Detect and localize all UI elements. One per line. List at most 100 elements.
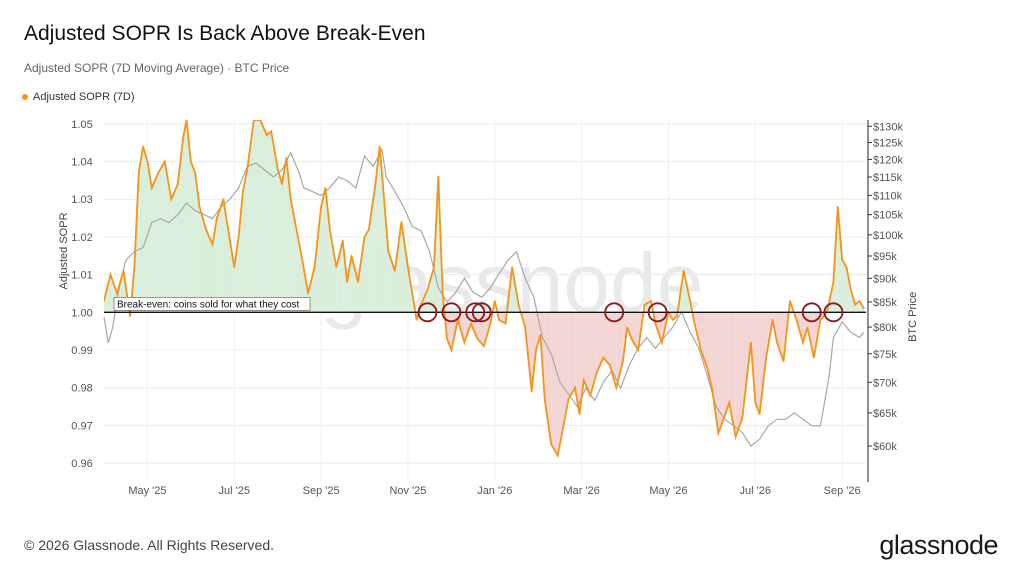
profit-area [199, 206, 207, 313]
sopr-point [643, 303, 646, 306]
right-tick-label: $105k [873, 210, 903, 222]
sopr-point [524, 326, 526, 329]
profit-area [401, 221, 408, 313]
left-tick-label: 1.05 [71, 119, 92, 131]
sopr-point [682, 270, 685, 272]
sopr-point [300, 254, 303, 257]
sopr-point [567, 398, 570, 400]
x-tick-label: Jan '26 [477, 485, 512, 497]
sopr-point [530, 390, 533, 393]
btc-price-series [103, 147, 865, 447]
right-tick-label: $90k [873, 273, 897, 285]
sopr-point [630, 337, 633, 340]
loss-area [531, 312, 537, 392]
sopr-point [758, 413, 761, 415]
sopr-point [363, 236, 366, 238]
right-tick-label: $120k [873, 154, 903, 166]
sopr-point [535, 349, 537, 351]
left-tick-label: 0.96 [71, 458, 92, 470]
loss-area [627, 312, 632, 339]
sopr-point [845, 266, 848, 268]
sopr-point [858, 300, 861, 302]
sopr-point [328, 228, 331, 231]
x-tick-label: Nov '25 [389, 485, 426, 497]
profit-area [186, 120, 191, 313]
sopr-point [437, 175, 440, 178]
sopr-point [671, 319, 674, 321]
loss-area [755, 312, 760, 415]
sopr-point [426, 288, 429, 291]
sopr-point [324, 187, 327, 189]
x-tick-label: May '25 [128, 485, 166, 497]
loss-area [701, 312, 708, 369]
crossing-marker [647, 302, 668, 323]
sopr-point [211, 243, 214, 246]
break-even-label: Break-even: coins sold for what they cos… [117, 299, 300, 310]
sopr-chart: glassnode Break-even: coins sold for wha… [58, 119, 919, 497]
profit-area [855, 301, 860, 313]
right-tick-label: $75k [873, 349, 897, 361]
crossing-markers [417, 302, 844, 323]
loss-area [711, 312, 719, 433]
sopr-point [596, 371, 598, 374]
crossing-marker [604, 302, 625, 323]
sopr-point [150, 187, 153, 189]
sopr-point [335, 266, 338, 268]
sopr-point [765, 356, 767, 359]
profit-area [321, 187, 326, 313]
sopr-point [307, 292, 309, 295]
sopr-point [378, 145, 381, 148]
sopr-point [374, 183, 377, 185]
loss-area [603, 312, 610, 366]
sopr-point [198, 205, 201, 208]
sopr-point [863, 307, 865, 310]
sopr-point [387, 251, 390, 253]
profit-area [234, 236, 239, 313]
legend: Adjusted SOPR (7D) [22, 91, 134, 103]
loss-area [557, 312, 563, 456]
sopr-point [281, 183, 283, 185]
right-tick-label: $130k [873, 121, 903, 133]
sopr-point [182, 138, 184, 140]
x-tick-label: Jul '25 [219, 485, 250, 497]
right-tick-label: $115k [873, 172, 903, 184]
profit-area [260, 120, 267, 313]
profit-area [147, 161, 152, 313]
sopr-point [782, 360, 785, 363]
sopr-point [289, 198, 292, 200]
sopr-point [133, 266, 136, 268]
sopr-point [350, 254, 353, 257]
sopr-point [237, 236, 240, 238]
sopr-point [637, 349, 639, 351]
sopr-point [511, 266, 513, 268]
sopr-point [711, 386, 713, 389]
sopr-point [654, 322, 657, 325]
right-tick-label: $70k [873, 377, 897, 389]
axes: 1.05 1.04 1.03 1.02 1.01 1.00 0.99 0.98 0.97 0.96… [58, 119, 919, 497]
profit-area [177, 138, 184, 313]
loss-area [579, 312, 584, 415]
sopr-point [194, 171, 196, 174]
sopr-point [776, 341, 778, 344]
sopr-point [433, 266, 435, 268]
right-tick-label: $60k [873, 441, 897, 453]
profit-area [242, 169, 248, 313]
profit-area [216, 199, 224, 313]
loss-area [718, 312, 723, 433]
sopr-point [411, 292, 414, 295]
sopr-point [836, 205, 839, 208]
sopr-point [498, 319, 500, 321]
sopr-point [415, 319, 418, 321]
left-tick-label: 1.02 [71, 232, 92, 244]
sopr-point [802, 341, 804, 344]
right-tick-label: $100k [873, 230, 903, 242]
sopr-point [104, 300, 105, 302]
crossing-marker [465, 302, 486, 323]
sopr-point [615, 386, 618, 389]
sopr-point [626, 326, 628, 329]
sopr-point [689, 300, 691, 302]
sopr-point [741, 417, 744, 419]
crossing-marker [441, 302, 462, 323]
loss-area [759, 312, 767, 415]
sopr-point [233, 266, 236, 268]
